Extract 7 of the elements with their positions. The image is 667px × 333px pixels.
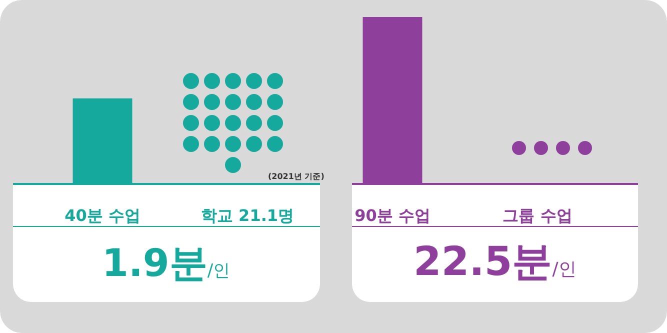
- text: 22.5분/인: [414, 239, 576, 285]
- x-tick-label: 학교 21.1명: [200, 206, 294, 225]
- x-tick-label: 40분 수업: [64, 206, 140, 225]
- annotation: (2021년 기준): [268, 171, 324, 182]
- x-tick-label: 90분 수업: [354, 206, 430, 225]
- text: 1.9분/인: [102, 241, 230, 285]
- x-tick-label: 그룹 수업: [502, 206, 572, 225]
